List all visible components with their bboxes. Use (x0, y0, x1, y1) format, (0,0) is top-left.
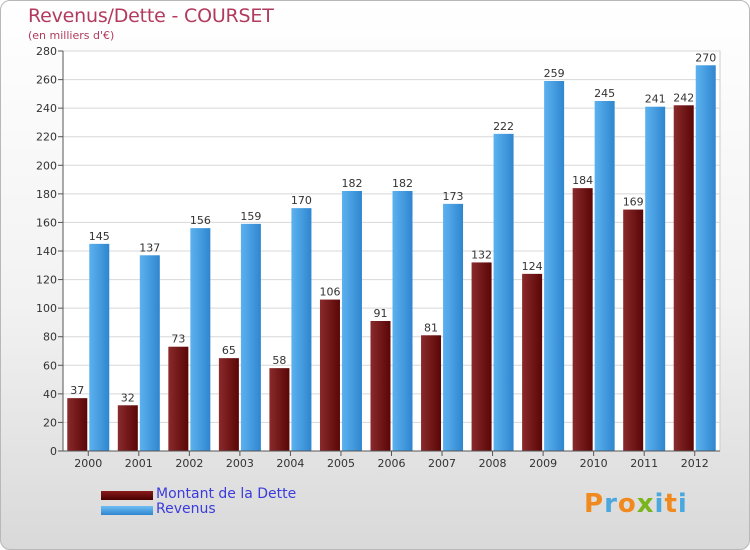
logo-letter: i (654, 489, 665, 519)
legend-swatch-dette (101, 491, 153, 500)
bar-revenus (190, 228, 211, 451)
legend-label-revenus: Revenus (156, 501, 216, 517)
x-tick-label: 2007 (428, 457, 456, 470)
data-label-dette: 91 (374, 307, 388, 320)
data-label-dette: 106 (319, 286, 340, 299)
y-tick-label: 220 (36, 131, 57, 144)
y-tick-label: 40 (43, 388, 57, 401)
logo-letter: x (636, 489, 655, 519)
data-label-revenus: 173 (443, 190, 464, 203)
data-label-revenus: 245 (594, 87, 615, 100)
bar-revenus (695, 65, 716, 452)
chart-title: Revenus/Dette - COURSET (28, 5, 274, 27)
y-tick-label: 160 (36, 216, 57, 229)
data-label-dette: 32 (121, 391, 135, 404)
data-label-revenus: 156 (190, 214, 211, 227)
logo-letter: P (584, 489, 605, 519)
x-tick-label: 2009 (529, 457, 557, 470)
y-tick-label: 0 (50, 445, 57, 458)
data-label-revenus: 259 (544, 67, 565, 80)
bar-revenus (139, 255, 160, 451)
y-tick-label: 280 (36, 45, 57, 58)
y-tick-label: 80 (43, 331, 57, 344)
bar-revenus (544, 81, 565, 451)
logo-letter: o (617, 489, 637, 519)
y-tick-label: 140 (36, 245, 57, 258)
data-label-revenus: 145 (89, 230, 110, 243)
bar-dette (319, 299, 340, 451)
legend-label-dette: Montant de la Dette (156, 486, 297, 502)
data-label-revenus: 270 (695, 51, 716, 64)
data-label-dette: 73 (171, 333, 185, 346)
data-label-dette: 242 (673, 91, 694, 104)
x-tick-label: 2011 (630, 457, 658, 470)
bar-revenus (89, 243, 110, 451)
bars-group: 37 145 32 137 73 156 65 159 58 170 106 182 91 182 81 17… (67, 51, 716, 452)
data-label-revenus: 159 (240, 210, 261, 223)
data-label-dette: 169 (623, 196, 644, 209)
bar-dette (218, 358, 239, 451)
y-axis: 0 20 40 60 80 100 120 140 160 180 200 220 240 260 280 (36, 45, 64, 458)
x-tick-label: 2000 (74, 457, 102, 470)
data-label-revenus: 222 (493, 120, 514, 133)
bar-revenus (341, 191, 362, 451)
bar-revenus (594, 101, 615, 451)
data-label-revenus: 137 (139, 241, 160, 254)
data-label-revenus: 182 (341, 177, 362, 190)
x-tick-label: 2006 (378, 457, 406, 470)
x-tick-label: 2004 (276, 457, 304, 470)
bar-dette (117, 405, 138, 451)
data-label-dette: 65 (222, 344, 236, 357)
data-label-dette: 58 (272, 354, 286, 367)
data-label-revenus: 241 (645, 93, 666, 106)
y-tick-label: 20 (43, 416, 57, 429)
y-tick-label: 200 (36, 159, 57, 172)
bar-dette (572, 188, 593, 451)
bar-dette (67, 398, 88, 451)
y-tick-label: 120 (36, 274, 57, 287)
logo-letter: i (677, 489, 688, 519)
data-label-revenus: 182 (392, 177, 413, 190)
x-tick-label: 2001 (125, 457, 153, 470)
data-label-revenus: 170 (291, 194, 312, 207)
bar-dette (269, 368, 290, 451)
bar-dette (471, 262, 492, 451)
x-tick-label: 2005 (327, 457, 355, 470)
bar-revenus (291, 208, 312, 451)
bar-revenus (645, 106, 666, 451)
bar-revenus (240, 223, 261, 451)
x-axis: 2000 2001 2002 2003 2004 2005 2006 2007 2008 2009… (63, 450, 720, 470)
bar-revenus (392, 191, 413, 451)
x-tick-label: 2003 (226, 457, 254, 470)
proxiti-logo: Proxiti (584, 489, 688, 519)
logo-letter: r (604, 489, 618, 519)
data-label-dette: 184 (572, 174, 593, 187)
data-label-dette: 132 (471, 248, 492, 261)
y-tick-label: 260 (36, 74, 57, 87)
x-tick-label: 2008 (479, 457, 507, 470)
bar-dette (421, 335, 442, 451)
y-tick-label: 180 (36, 188, 57, 201)
bar-dette (370, 321, 391, 451)
bar-dette (623, 209, 644, 451)
y-tick-label: 240 (36, 102, 57, 115)
x-tick-label: 2010 (580, 457, 608, 470)
bar-revenus (493, 133, 514, 451)
data-label-dette: 37 (70, 384, 84, 397)
x-tick-label: 2012 (681, 457, 709, 470)
chart-subtitle: (en milliers d'€) (28, 29, 115, 42)
data-label-dette: 124 (522, 260, 543, 273)
bar-dette (522, 273, 543, 451)
y-tick-label: 60 (43, 359, 57, 372)
y-tick-label: 100 (36, 302, 57, 315)
bar-revenus (443, 203, 464, 451)
logo-letter: t (664, 489, 678, 519)
data-label-dette: 81 (424, 321, 438, 334)
x-tick-label: 2002 (175, 457, 203, 470)
bar-dette (168, 346, 189, 451)
bar-dette (673, 105, 694, 452)
legend-swatch-revenus (101, 506, 153, 515)
